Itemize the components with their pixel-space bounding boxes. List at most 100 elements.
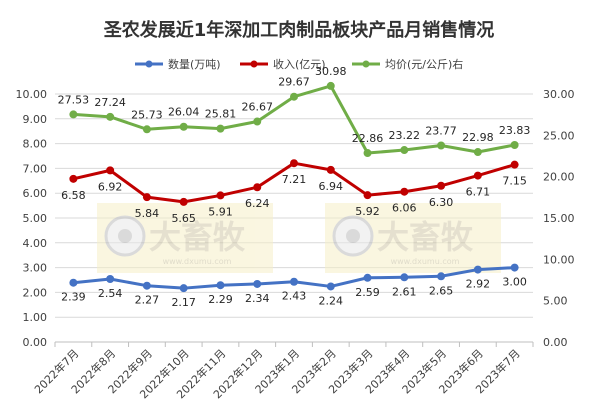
data-point (179, 122, 188, 131)
data-point (400, 146, 409, 155)
data-label: 6.71 (466, 186, 491, 199)
data-label: 30.98 (315, 65, 347, 78)
data-point (326, 81, 335, 90)
data-label: 22.98 (462, 131, 494, 144)
data-point (473, 148, 482, 157)
data-label: 2.24 (319, 294, 344, 307)
watermark-brand: 大畜牧 (149, 218, 246, 256)
data-point (290, 159, 298, 168)
data-label: 6.30 (429, 196, 454, 209)
right-tick-label: 25.00 (543, 129, 575, 142)
data-point (290, 277, 298, 286)
right-tick-label: 20.00 (543, 171, 575, 184)
left-tick-label: 1.00 (23, 311, 48, 324)
legend-label: 数量(万吨) (168, 58, 221, 71)
data-label: 27.53 (58, 93, 90, 106)
data-label: 5.91 (208, 205, 233, 218)
data-point (437, 141, 446, 150)
data-point (216, 124, 225, 133)
data-point (363, 191, 372, 200)
data-point (473, 171, 482, 180)
data-label: 6.06 (392, 202, 417, 215)
watermark-url: www.dxumu.com (391, 257, 460, 266)
data-point (510, 263, 519, 272)
data-point (437, 272, 446, 281)
data-point (363, 273, 372, 282)
data-label: 5.65 (171, 212, 196, 225)
data-point (510, 141, 519, 150)
data-point (69, 110, 78, 119)
data-labels: 2.39 2.54 2.27 2.17 2.29 2.34 2.43 2.24 2.59 2.61… (58, 65, 531, 309)
legend-label: 均价(元/公斤)右 (385, 57, 463, 71)
left-tick-label: 9.00 (23, 113, 48, 126)
data-point (142, 281, 151, 290)
data-point (216, 191, 225, 200)
data-label: 23.22 (389, 129, 421, 142)
data-label: 22.86 (352, 132, 384, 145)
right-tick-label: 5.00 (543, 295, 568, 308)
legend-marker (145, 60, 153, 68)
data-label: 2.39 (61, 291, 86, 304)
data-label: 26.04 (168, 106, 200, 119)
data-label: 25.73 (131, 108, 163, 121)
left-y-axis: 0.00 1.00 2.00 3.00 4.00 5.00 6.00 7.00 8.00 9.00… (16, 88, 48, 349)
data-point (106, 166, 115, 175)
x-axis: 2022年7月2022年8月2022年9月2022年10月2022年11月202… (31, 341, 534, 401)
legend-marker (250, 60, 258, 68)
data-label: 2.27 (135, 294, 160, 307)
data-label: 2.43 (282, 290, 307, 303)
data-point (106, 112, 115, 121)
data-point (69, 278, 78, 287)
data-point (142, 125, 151, 134)
data-point (400, 187, 409, 196)
data-label: 3.00 (502, 276, 527, 289)
data-label: 25.81 (205, 108, 237, 121)
data-point (253, 183, 262, 192)
data-label: 2.17 (171, 296, 196, 309)
data-label: 26.67 (241, 101, 273, 114)
watermark-emblem-dot-icon (346, 229, 360, 243)
data-label: 7.21 (282, 173, 307, 186)
left-tick-label: 10.00 (16, 88, 48, 101)
left-tick-label: 8.00 (23, 138, 48, 151)
data-label: 23.77 (425, 125, 457, 138)
legend: 数量(万吨) 收入(亿元) 均价(元/公斤)右 (135, 57, 463, 71)
data-label: 2.92 (466, 278, 491, 291)
data-point (326, 282, 335, 291)
data-point (510, 160, 519, 169)
data-label: 2.34 (245, 292, 270, 305)
data-point (290, 92, 298, 101)
left-tick-label: 4.00 (23, 237, 48, 250)
watermark-emblem-dot-icon (118, 229, 132, 243)
chart-title: 圣农发展近1年深加工肉制品板块产品月销售情况 (103, 19, 495, 41)
data-label: 2.59 (355, 286, 380, 299)
data-label: 6.94 (319, 180, 344, 193)
watermark-brand: 大畜牧 (377, 218, 474, 256)
data-point (326, 165, 335, 174)
right-tick-label: 0.00 (543, 336, 568, 349)
data-label: 6.24 (245, 197, 270, 210)
data-label: 6.92 (98, 180, 123, 193)
data-label: 2.65 (429, 284, 454, 297)
left-tick-label: 6.00 (23, 187, 48, 200)
data-label: 27.24 (94, 96, 126, 109)
right-tick-label: 30.00 (543, 88, 575, 101)
data-label: 5.84 (135, 207, 160, 220)
data-point (437, 181, 446, 190)
data-point (253, 279, 262, 288)
data-label: 23.83 (499, 124, 531, 137)
right-tick-label: 15.00 (543, 212, 575, 225)
left-tick-label: 7.00 (23, 162, 48, 175)
data-label: 29.67 (278, 76, 310, 89)
data-point (69, 174, 78, 183)
legend-marker (362, 60, 370, 68)
data-point (253, 117, 262, 126)
data-label: 2.61 (392, 285, 417, 298)
legend-label: 收入(亿元) (273, 57, 326, 71)
data-point (473, 265, 482, 274)
left-tick-label: 0.00 (23, 336, 48, 349)
